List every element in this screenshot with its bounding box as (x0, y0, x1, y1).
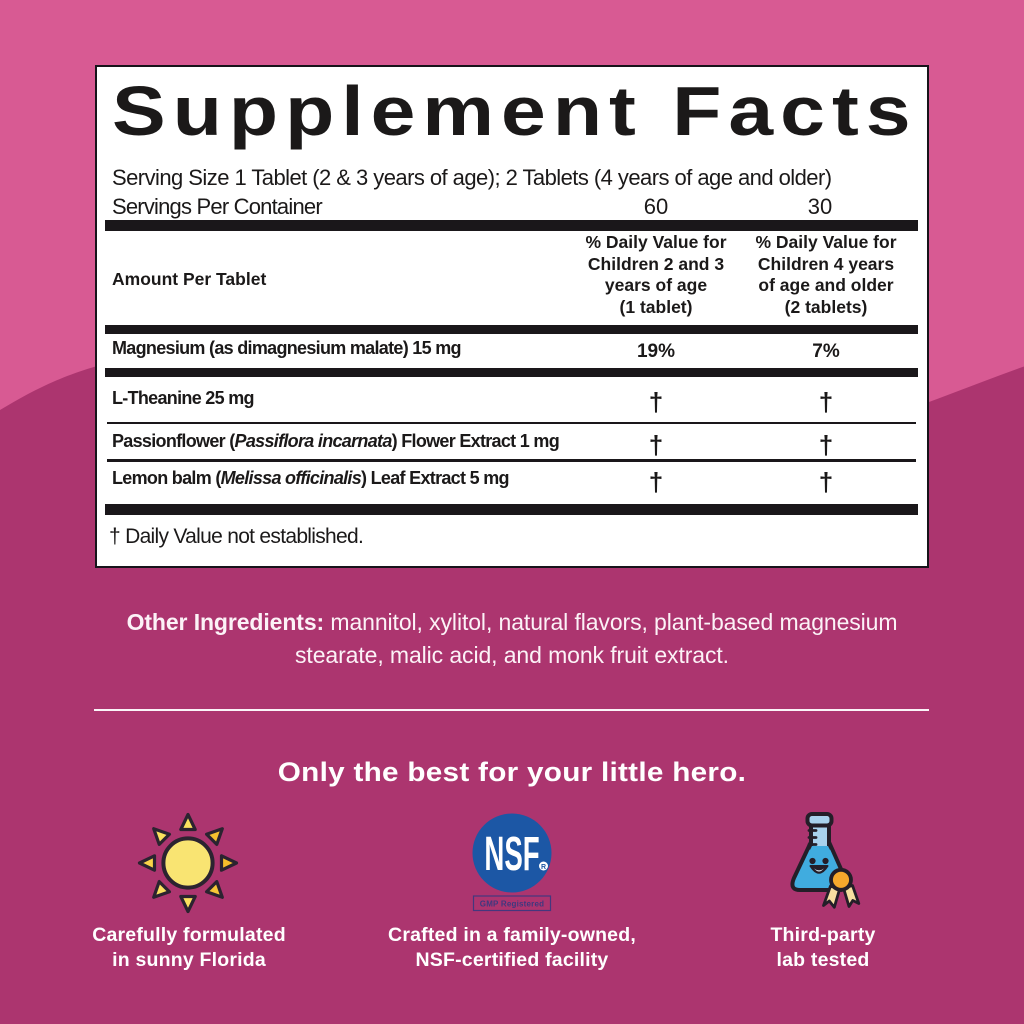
svg-text:NSF: NSF (484, 827, 539, 881)
svg-text:GMP Registered: GMP Registered (480, 899, 544, 908)
svg-text:R: R (541, 864, 546, 871)
